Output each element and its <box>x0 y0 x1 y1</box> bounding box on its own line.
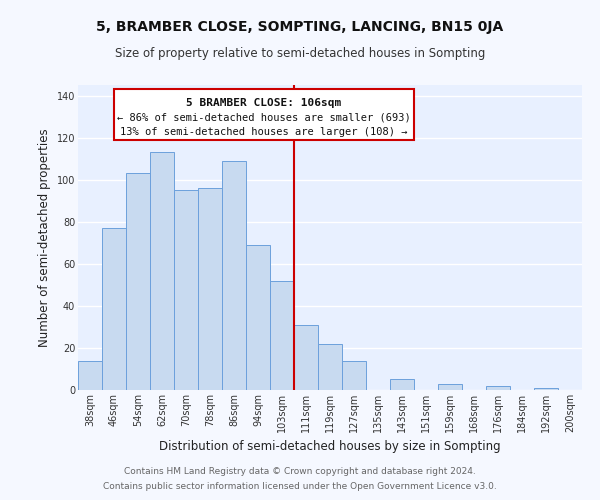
Text: Contains HM Land Registry data © Crown copyright and database right 2024.: Contains HM Land Registry data © Crown c… <box>124 467 476 476</box>
Bar <box>174 190 198 390</box>
Bar <box>270 280 294 390</box>
Bar <box>534 388 558 390</box>
X-axis label: Distribution of semi-detached houses by size in Sompting: Distribution of semi-detached houses by … <box>159 440 501 454</box>
Text: 5, BRAMBER CLOSE, SOMPTING, LANCING, BN15 0JA: 5, BRAMBER CLOSE, SOMPTING, LANCING, BN1… <box>97 20 503 34</box>
Bar <box>342 360 366 390</box>
Text: 5 BRAMBER CLOSE: 106sqm: 5 BRAMBER CLOSE: 106sqm <box>187 98 341 108</box>
Bar <box>198 188 222 390</box>
Text: Size of property relative to semi-detached houses in Sompting: Size of property relative to semi-detach… <box>115 48 485 60</box>
Bar <box>222 160 246 390</box>
Bar <box>390 380 414 390</box>
Bar <box>486 386 510 390</box>
Bar <box>102 228 126 390</box>
Text: ← 86% of semi-detached houses are smaller (693): ← 86% of semi-detached houses are smalle… <box>117 112 411 122</box>
Bar <box>150 152 174 390</box>
Bar <box>126 174 150 390</box>
Text: Contains public sector information licensed under the Open Government Licence v3: Contains public sector information licen… <box>103 482 497 491</box>
Text: 13% of semi-detached houses are larger (108) →: 13% of semi-detached houses are larger (… <box>120 127 408 137</box>
Bar <box>246 245 270 390</box>
Y-axis label: Number of semi-detached properties: Number of semi-detached properties <box>38 128 51 347</box>
Bar <box>78 360 102 390</box>
Bar <box>438 384 462 390</box>
FancyBboxPatch shape <box>114 89 414 140</box>
Bar <box>294 325 318 390</box>
Bar <box>318 344 342 390</box>
